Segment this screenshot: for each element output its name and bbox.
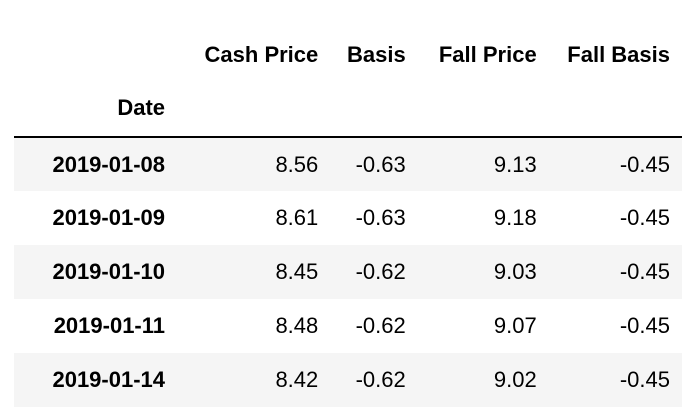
corner-cell [14, 30, 177, 80]
cell-basis: -0.62 [355, 259, 406, 284]
column-header-fall-basis: Fall Basis [567, 42, 670, 67]
table-row: 2019-01-14 8.42 -0.62 9.02 -0.45 [14, 353, 682, 407]
empty-header-cell [177, 80, 330, 137]
cell-cash-price: 8.61 [275, 205, 319, 230]
cell-basis: -0.62 [355, 313, 406, 338]
dataframe-table: Cash Price Basis Fall Price Fall Basis D… [14, 30, 682, 407]
row-index-date: 2019-01-11 [53, 313, 166, 338]
cell-fall-price: 9.03 [493, 259, 537, 284]
cell-cash-price: 8.45 [275, 259, 319, 284]
row-index-date: 2019-01-08 [52, 151, 166, 177]
column-header-basis: Basis [347, 42, 406, 67]
index-name-header: Date [117, 95, 166, 120]
row-index-date: 2019-01-09 [52, 205, 166, 230]
column-header-cash-price: Cash Price [204, 42, 319, 67]
table-row: 2019-01-11 8.48 -0.62 9.07 -0.45 [14, 299, 682, 353]
cell-fall-basis: -0.45 [619, 151, 670, 177]
table-row: 2019-01-10 8.45 -0.62 9.03 -0.45 [14, 245, 682, 299]
cell-fall-price: 9.07 [493, 313, 537, 338]
cell-fall-price: 9.02 [493, 367, 537, 392]
cell-fall-basis: -0.45 [619, 313, 670, 338]
cell-fall-basis: -0.45 [619, 259, 670, 284]
column-header-fall-price: Fall Price [438, 42, 537, 67]
table-row: 2019-01-09 8.61 -0.63 9.18 -0.45 [14, 191, 682, 245]
cell-cash-price: 8.56 [275, 151, 319, 177]
cell-basis: -0.62 [355, 367, 406, 392]
cell-fall-price: 9.13 [493, 151, 537, 177]
row-index-date: 2019-01-10 [52, 259, 166, 284]
cell-fall-basis: -0.45 [619, 367, 670, 392]
row-index-date: 2019-01-14 [52, 367, 166, 392]
index-header-row: Date [14, 80, 682, 137]
table-row: 2019-01-08 8.56 -0.63 9.13 -0.45 [14, 137, 682, 191]
cell-cash-price: 8.48 [275, 313, 319, 338]
cell-basis: -0.63 [355, 151, 406, 177]
empty-header-cell [549, 80, 682, 137]
cell-fall-basis: -0.45 [619, 205, 670, 230]
empty-header-cell [330, 80, 417, 137]
empty-header-cell [418, 80, 549, 137]
column-header-row: Cash Price Basis Fall Price Fall Basis [14, 30, 682, 80]
cell-fall-price: 9.18 [493, 205, 537, 230]
cell-basis: -0.63 [355, 205, 406, 230]
cell-cash-price: 8.42 [275, 367, 319, 392]
